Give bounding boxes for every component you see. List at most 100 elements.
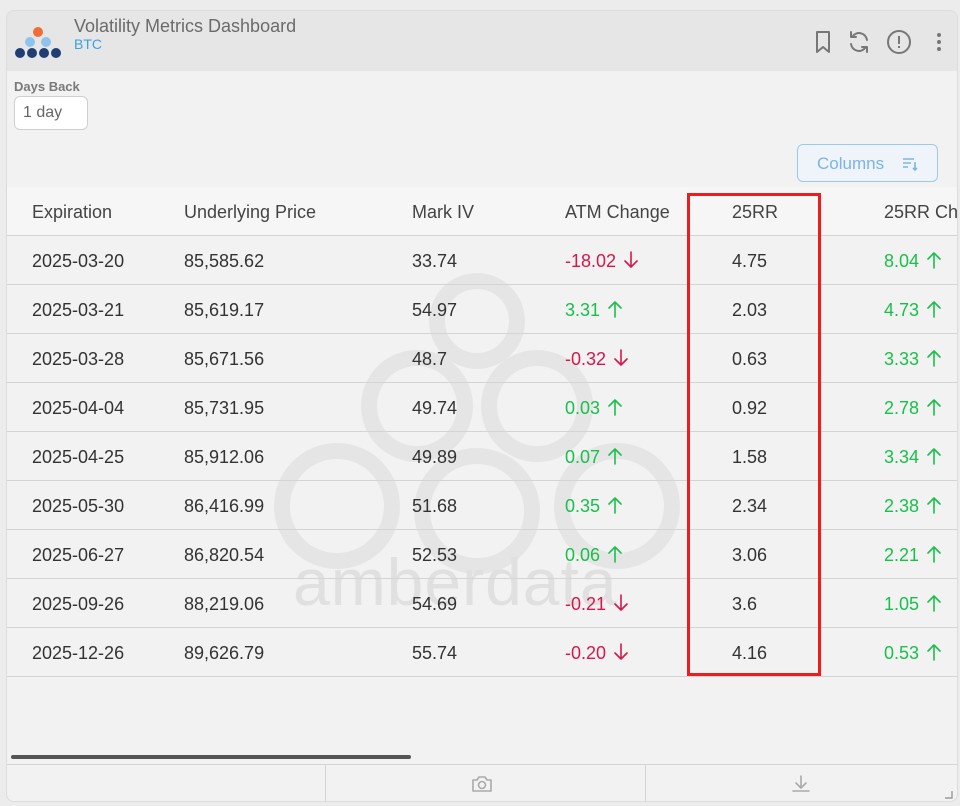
widget-footer [7, 764, 957, 801]
refresh-icon[interactable] [846, 29, 872, 55]
25rr-change-cell: 3.33 [884, 349, 942, 372]
25rr-change-cell: 4.73 [884, 300, 942, 323]
25rr-change-cell: 2.21 [884, 545, 942, 568]
expiration-cell: 2025-04-04 [32, 398, 125, 418]
25rr-cell: 2.34 [732, 496, 768, 516]
25rr-change-value: 3.33 [884, 349, 920, 369]
footer-divider [325, 765, 326, 801]
mark-iv-cell: 54.97 [412, 300, 458, 320]
dashboard-panel: Volatility Metrics Dashboard BTC Days Ba… [6, 10, 958, 802]
camera-icon[interactable] [471, 774, 493, 794]
25rr-change-value: 2.21 [884, 545, 920, 565]
table-row[interactable]: 2025-04-25 85,912.06 49.89 0.07 1.58 3.34 [7, 432, 957, 481]
25rr-cell: 0.63 [732, 349, 768, 369]
underlying-price-cell: 85,619.17 [184, 300, 265, 320]
table-row[interactable]: 2025-12-26 89,626.79 55.74 -0.20 4.16 0.53 [7, 628, 957, 677]
25rr-cell: 4.75 [732, 251, 768, 271]
atm-change-cell: 3.31 [565, 300, 623, 323]
underlying-price-cell: 89,626.79 [184, 643, 265, 663]
underlying-price-cell: 86,820.54 [184, 545, 265, 565]
25rr-change-value: 2.78 [884, 398, 920, 418]
atm-change-value: -0.21 [565, 594, 607, 614]
atm-change-value: 0.06 [565, 545, 601, 565]
table-row[interactable]: 2025-06-27 86,820.54 52.53 0.06 3.06 2.21 [7, 530, 957, 579]
arrow-up-icon [607, 496, 623, 519]
table-header-row: Expiration Underlying Price Mark IV ATM … [7, 187, 958, 236]
25rr-change-cell: 3.34 [884, 447, 942, 470]
atm-change-value: 0.03 [565, 398, 601, 418]
expiration-cell: 2025-03-21 [32, 300, 125, 320]
25rr-change-cell: 2.78 [884, 398, 942, 421]
asset-subtitle[interactable]: BTC [74, 36, 102, 52]
bookmark-icon[interactable] [810, 29, 836, 55]
atm-change-cell: 0.06 [565, 545, 623, 568]
mark-iv-cell: 33.74 [412, 251, 458, 271]
arrow-up-icon [926, 398, 942, 421]
arrow-down-icon [613, 643, 629, 666]
column-header-mark-iv[interactable]: Mark IV [412, 202, 475, 222]
25rr-change-cell: 2.38 [884, 496, 942, 519]
expiration-cell: 2025-04-25 [32, 447, 125, 467]
days-back-select[interactable]: 1 day [14, 96, 88, 130]
more-vert-icon[interactable] [926, 29, 952, 55]
table-row[interactable]: 2025-04-04 85,731.95 49.74 0.03 0.92 2.78 [7, 383, 957, 432]
mark-iv-cell: 54.69 [412, 594, 458, 614]
atm-change-cell: 0.35 [565, 496, 623, 519]
footer-divider [645, 765, 646, 801]
25rr-change-value: 1.05 [884, 594, 920, 614]
column-header-underlying-price[interactable]: Underlying Price [184, 202, 317, 222]
underlying-price-cell: 85,912.06 [184, 447, 265, 467]
sort-columns-icon [903, 158, 918, 172]
expiration-cell: 2025-09-26 [32, 594, 125, 614]
mark-iv-cell: 48.7 [412, 349, 448, 369]
25rr-cell: 3.6 [732, 594, 758, 614]
expiration-cell: 2025-05-30 [32, 496, 125, 516]
25rr-change-value: 3.34 [884, 447, 920, 467]
table-row[interactable]: 2025-03-21 85,619.17 54.97 3.31 2.03 4.73 [7, 285, 957, 334]
atm-change-cell: 0.07 [565, 447, 623, 470]
arrow-up-icon [926, 643, 942, 666]
column-header-25rr[interactable]: 25RR [732, 202, 779, 222]
column-header-expiration[interactable]: Expiration [32, 202, 113, 222]
arrow-up-icon [926, 447, 942, 470]
atm-change-value: -18.02 [565, 251, 617, 271]
25rr-change-value: 0.53 [884, 643, 920, 663]
info-icon[interactable] [886, 29, 912, 55]
underlying-price-cell: 85,585.62 [184, 251, 265, 271]
25rr-cell: 3.06 [732, 545, 768, 565]
arrow-up-icon [607, 398, 623, 421]
resize-handle-icon[interactable] [943, 789, 953, 799]
columns-button[interactable]: Columns [797, 144, 938, 182]
table-row[interactable]: 2025-03-20 85,585.62 33.74 -18.02 4.75 8.04 [7, 236, 957, 285]
expiration-cell: 2025-03-28 [32, 349, 125, 369]
widget-header: Volatility Metrics Dashboard BTC [7, 11, 957, 71]
underlying-price-cell: 85,731.95 [184, 398, 265, 418]
25rr-change-cell: 8.04 [884, 251, 942, 274]
amberdata-logo-icon [15, 27, 61, 58]
underlying-price-cell: 85,671.56 [184, 349, 265, 369]
arrow-up-icon [926, 300, 942, 323]
arrow-up-icon [926, 251, 942, 274]
column-header-atm-change[interactable]: ATM Change [565, 202, 670, 222]
mark-iv-cell: 49.89 [412, 447, 458, 467]
arrow-up-icon [607, 300, 623, 323]
atm-change-value: -0.32 [565, 349, 607, 369]
download-icon[interactable] [791, 774, 811, 794]
atm-change-value: -0.20 [565, 643, 607, 663]
horizontal-scrollbar[interactable] [11, 755, 411, 759]
table-row[interactable]: 2025-09-26 88,219.06 54.69 -0.21 3.6 1.05 [7, 579, 957, 628]
25rr-cell: 2.03 [732, 300, 768, 320]
arrow-up-icon [607, 545, 623, 568]
table-row[interactable]: 2025-05-30 86,416.99 51.68 0.35 2.34 2.38 [7, 481, 957, 530]
atm-change-cell: 0.03 [565, 398, 623, 421]
atm-change-cell: -0.20 [565, 643, 629, 666]
mark-iv-cell: 51.68 [412, 496, 458, 516]
25rr-cell: 4.16 [732, 643, 768, 663]
expiration-cell: 2025-06-27 [32, 545, 125, 565]
atm-change-cell: -0.32 [565, 349, 629, 372]
25rr-change-cell: 0.53 [884, 643, 942, 666]
atm-change-value: 3.31 [565, 300, 601, 320]
underlying-price-cell: 86,416.99 [184, 496, 265, 516]
column-header-25rr-change[interactable]: 25RR Ch [884, 202, 958, 222]
table-row[interactable]: 2025-03-28 85,671.56 48.7 -0.32 0.63 3.33 [7, 334, 957, 383]
